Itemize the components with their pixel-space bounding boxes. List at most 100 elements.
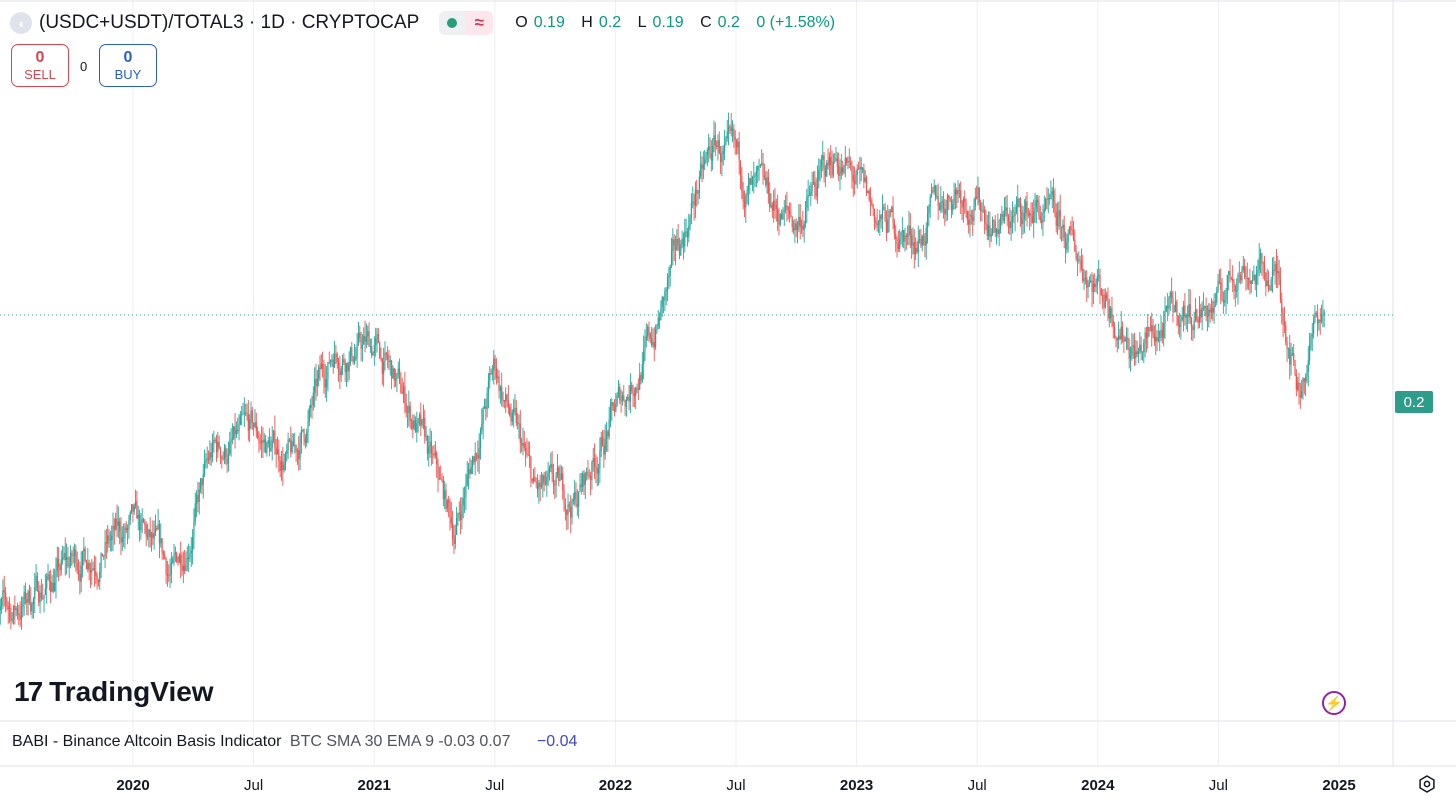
candle-body (481, 423, 483, 431)
candle-body (828, 157, 830, 166)
sell-button[interactable]: 0 SELL (11, 44, 69, 87)
candle-body (444, 490, 446, 500)
candle-body (1010, 221, 1012, 229)
candle-body (766, 177, 768, 186)
candle-body (521, 442, 523, 446)
indicator-legend[interactable]: BABI - Binance Altcoin Basis Indicator B… (12, 733, 577, 751)
candle-body (123, 537, 125, 539)
candle-body (138, 515, 141, 531)
candle-body (560, 473, 563, 480)
candle-body (1250, 280, 1252, 284)
candle-body (1228, 271, 1230, 276)
candle-body (428, 446, 430, 454)
candle-body (48, 574, 50, 582)
candle-body (1209, 309, 1211, 313)
candle-body (1289, 348, 1291, 365)
candle-body (1083, 279, 1085, 282)
candle-body (345, 363, 348, 373)
candle-body (814, 181, 816, 187)
buy-count: 0 (123, 48, 133, 66)
symbol-title[interactable]: (USDC+USDT)/TOTAL3 · 1D · CRYPTOCAP (39, 12, 420, 33)
candle-body (54, 582, 56, 592)
candle-body (263, 439, 265, 443)
indicator-name[interactable]: BABI - Binance Altcoin Basis Indicator (12, 733, 282, 750)
candle-body (613, 410, 616, 412)
tradingview-logo[interactable]: 17 TradingView (14, 676, 214, 708)
candle-body (487, 380, 490, 394)
candle-body (1201, 307, 1203, 318)
candle-body (296, 450, 299, 452)
candle-body (1014, 211, 1016, 216)
candle-body (948, 195, 950, 199)
settings-gear-icon[interactable] (1417, 774, 1437, 794)
candle-body (421, 419, 423, 426)
candle-body (103, 556, 105, 557)
candle-body (513, 408, 515, 413)
candle-body (174, 552, 176, 555)
candle-body (592, 458, 594, 463)
candle-body (111, 535, 113, 541)
candle-body (522, 443, 524, 446)
candle-body (288, 439, 291, 441)
candle-body (558, 467, 560, 481)
candle-body (1247, 278, 1250, 281)
candle-body (515, 407, 517, 424)
candle-body (352, 356, 354, 363)
candle-body (30, 602, 32, 612)
candle-body (682, 238, 685, 247)
candle-body (182, 565, 184, 571)
candle-body (1188, 304, 1190, 317)
candle-body (1102, 294, 1104, 302)
candle-body (1257, 269, 1259, 274)
candle-body (987, 225, 990, 236)
candle-body (1245, 277, 1247, 279)
buy-button[interactable]: 0 BUY (99, 44, 157, 87)
approx-delay-icon[interactable]: ≈ (465, 11, 494, 35)
candle-body (1291, 352, 1293, 355)
lightning-bolt-icon[interactable]: ⚡ (1322, 691, 1346, 715)
candle-body (778, 221, 780, 225)
candle-body (1204, 305, 1206, 308)
candle-body (820, 159, 823, 167)
candle-body (831, 165, 833, 176)
candle-body (567, 504, 569, 515)
candle-body (530, 457, 532, 479)
candle-body (932, 190, 934, 192)
candle-body (908, 225, 910, 235)
candle-body (146, 536, 149, 538)
candle-body (1265, 273, 1267, 287)
status-pill[interactable]: ≈ (439, 11, 494, 35)
candle-body (294, 445, 296, 447)
candle-body (1184, 305, 1186, 318)
candle-body (718, 140, 720, 154)
candle-body (720, 153, 722, 163)
x-tick-label: 2025 (1322, 777, 1355, 794)
candle-body (674, 245, 677, 250)
candle-body (202, 473, 204, 486)
candle-body (469, 469, 471, 474)
candle-body (652, 341, 654, 345)
candle-body (942, 200, 945, 209)
candle-body (962, 199, 964, 208)
candle-body (834, 161, 836, 162)
candle-body (1221, 289, 1223, 301)
x-tick-label: 2020 (116, 777, 149, 794)
candle-body (1263, 263, 1266, 274)
candle-body (316, 378, 318, 387)
candle-body (246, 412, 248, 414)
market-status-dot-icon[interactable] (439, 18, 465, 28)
candle-body (769, 193, 771, 207)
sell-count: 0 (35, 48, 45, 66)
candle-body (105, 542, 107, 544)
candle-body (759, 164, 762, 166)
candle-body (785, 205, 787, 211)
candle-body (1233, 281, 1235, 287)
candle-body (425, 436, 427, 437)
symbol-logo-icon[interactable]: ◖ (10, 12, 32, 34)
candle-body (863, 168, 865, 182)
candle-body (4, 592, 7, 600)
candle-body (666, 277, 669, 290)
candle-body (327, 362, 329, 380)
candle-body (172, 558, 174, 564)
